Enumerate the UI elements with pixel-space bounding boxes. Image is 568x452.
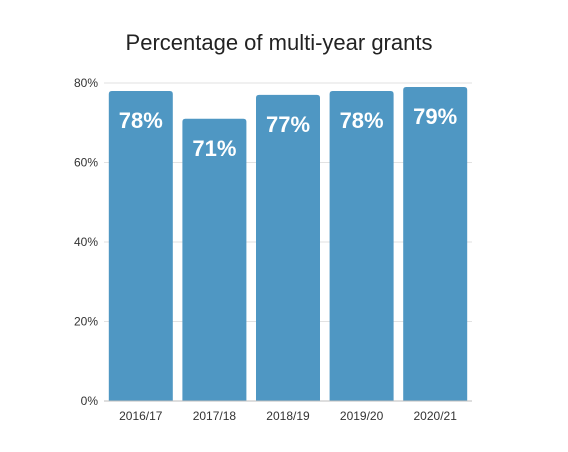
x-tick-label: 2018/19 — [266, 409, 310, 423]
bar — [256, 94, 320, 402]
data-label: 77% — [266, 112, 310, 137]
data-label: 78% — [340, 108, 384, 133]
y-axis-ticks: 0% 20% 40% 60% 80% — [74, 76, 98, 408]
bar — [182, 118, 247, 402]
data-labels: 78% 71% 77% 78% 79% — [119, 104, 457, 161]
x-tick-label: 2020/21 — [414, 409, 458, 423]
y-tick-label: 40% — [74, 235, 98, 249]
data-label: 78% — [119, 108, 163, 133]
x-axis-ticks: 2016/17 2017/18 2018/19 2019/20 2020/21 — [119, 409, 457, 423]
x-tick-label: 2017/18 — [193, 409, 237, 423]
y-tick-label: 60% — [74, 156, 98, 170]
x-tick-label: 2016/17 — [119, 409, 163, 423]
x-tick-label: 2019/20 — [340, 409, 384, 423]
bars — [108, 86, 468, 402]
data-label: 71% — [192, 136, 236, 161]
bar — [403, 86, 468, 401]
bar — [108, 90, 173, 401]
y-tick-label: 80% — [74, 76, 98, 90]
chart-title: Percentage of multi-year grants — [126, 30, 433, 55]
data-label: 79% — [413, 104, 457, 129]
y-tick-label: 20% — [74, 315, 98, 329]
y-tick-label: 0% — [81, 394, 99, 408]
bar — [329, 90, 394, 401]
